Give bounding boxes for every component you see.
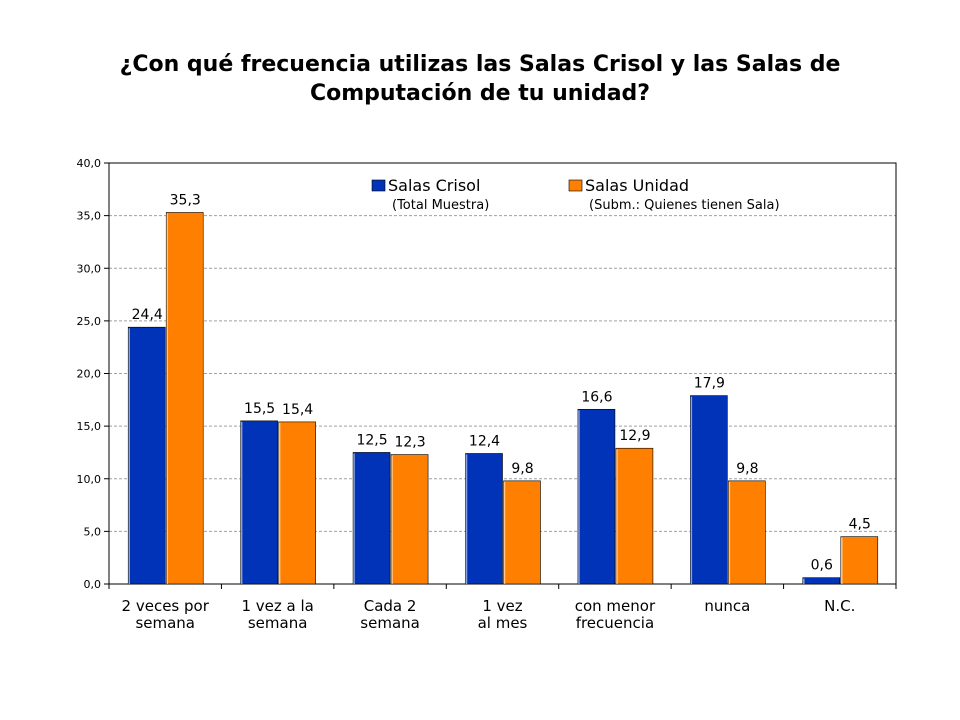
data-label: 12,9 [619,428,650,444]
data-label: 0,6 [811,558,833,574]
x-category-label: semana [248,614,308,632]
x-category-label: con menor [575,597,656,615]
data-label: 9,8 [511,461,533,477]
x-category-label: al mes [478,614,528,632]
data-label: 12,4 [469,433,500,449]
bar-salas-unidad [165,212,204,585]
data-label: 9,8 [736,461,758,477]
x-category-label: semana [135,614,195,632]
bar-salas-unidad [728,480,766,585]
chart-title-line-2: Computación de tu unidad? [309,81,651,106]
y-tick-label: 25,0 [77,315,102,328]
data-label: 35,3 [170,192,201,208]
chart-title: ¿Con qué frecuencia utilizas las Salas C… [0,50,960,108]
data-label: 15,5 [244,401,275,417]
legend-swatch-salas-unidad [568,179,583,192]
data-label: 16,6 [581,389,612,405]
bar-salas-crisol [240,420,278,585]
y-tick-label: 0,0 [84,578,102,591]
bar-salas-unidad [615,447,654,585]
data-label: 12,5 [356,432,387,448]
x-category-label: N.C. [824,597,855,615]
y-tick-label: 10,0 [77,473,102,486]
x-category-label: 2 veces por [122,597,210,615]
bar-salas-unidad [390,454,429,585]
data-label: 12,3 [394,435,425,451]
data-label: 15,4 [282,402,313,418]
y-axis: 0,0 5,0 10,0 15,0 20,0 25,0 30,0 35,0 40,0 [77,157,109,591]
bar-salas-crisol [802,577,841,585]
bar-salas-crisol [577,408,616,585]
x-category-label: frecuencia [576,614,654,632]
bar-salas-crisol [690,395,728,585]
x-category-label: semana [360,614,420,632]
bar-salas-crisol [352,452,391,585]
y-tick-label: 15,0 [77,420,102,433]
bar-salas-crisol [465,453,503,585]
legend-swatch-salas-crisol [371,179,386,192]
bar-salas-unidad [278,421,316,585]
legend: Salas Crisol (Total Muestra) Salas Unidad (… [371,176,780,213]
bar-salas-crisol [127,326,166,585]
data-label: 17,9 [694,376,725,392]
legend-note: (Subm.: Quienes tienen Sala) [589,198,780,213]
y-tick-label: 35,0 [77,210,102,223]
bar-salas-unidad [503,480,541,585]
y-tick-label: 5,0 [84,525,102,538]
y-tick-label: 40,0 [77,157,102,170]
x-category-label: Cada 2 [364,597,417,615]
y-tick-label: 30,0 [77,262,102,275]
y-tick-label: 20,0 [77,368,102,381]
data-label: 24,4 [132,307,163,323]
data-label: 4,5 [849,517,871,533]
bar-salas-unidad [840,536,879,585]
bars [127,212,879,585]
legend-note: (Total Muestra) [392,198,489,213]
legend-label: Salas Crisol [388,176,480,195]
data-labels: 24,4 35,3 15,5 15,4 12,5 12,3 12,4 9,8 16,6 12,9 1… [132,192,871,573]
x-category-label: 1 vez [482,597,522,615]
chart-title-line-1: ¿Con qué frecuencia utilizas las Salas C… [119,52,841,77]
legend-label: Salas Unidad [585,176,689,195]
x-category-label: 1 vez a la [241,597,313,615]
x-category-label: nunca [704,597,750,615]
